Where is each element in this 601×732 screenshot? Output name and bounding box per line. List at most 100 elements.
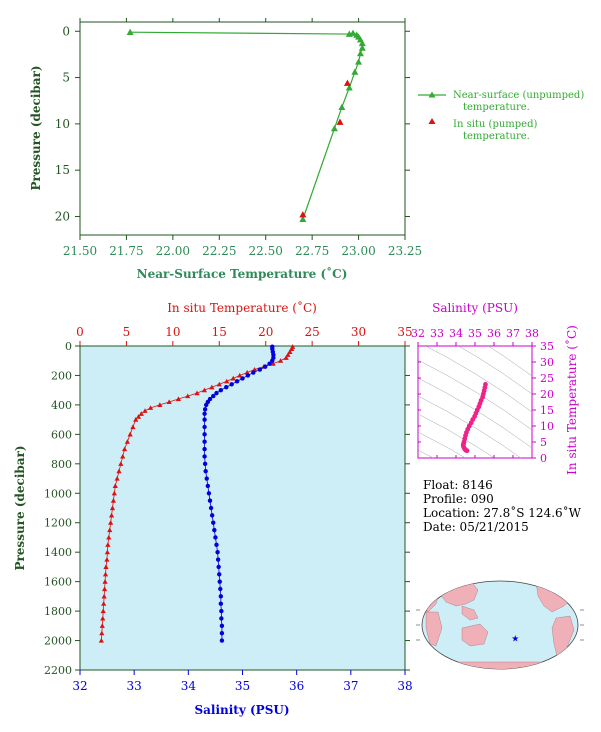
ts-x-tick-label: 36 — [487, 327, 501, 340]
salinity-point — [263, 364, 268, 369]
salinity-point — [267, 361, 272, 366]
temperature-point — [283, 355, 289, 360]
top-x-tick-label: 22.25 — [202, 244, 236, 258]
top-chart-frame — [79, 21, 406, 236]
salinity-point — [218, 586, 223, 592]
near-surface-point — [358, 39, 366, 47]
top-y-tick-label: 20 — [55, 209, 70, 223]
salinity-point — [240, 376, 245, 381]
temperature-point — [106, 534, 112, 540]
near-surface-point — [330, 125, 338, 132]
salinity-point — [211, 393, 216, 399]
ts-y-tick-label: 35 — [540, 340, 554, 353]
near-surface-point — [349, 29, 357, 36]
legend-green-marker — [428, 91, 436, 98]
ts-diagram-frame — [417, 345, 533, 459]
salinity-point — [202, 461, 208, 467]
pressure-tick-label: 800 — [51, 458, 72, 471]
salinity-point — [207, 498, 213, 503]
pressure-tick-label: 2200 — [44, 664, 72, 677]
ts-x-tick-label: 37 — [506, 327, 520, 340]
salinity-point — [213, 535, 218, 540]
near-surface-point — [351, 68, 359, 75]
temp-tick-label: 0 — [76, 325, 84, 339]
ts-y-tick-label: 30 — [540, 356, 554, 369]
top-chart-xlabel: Near-Surface Temperature (˚C) — [137, 266, 348, 281]
temperature-point — [201, 387, 208, 393]
temp-tick-label: 35 — [397, 325, 412, 339]
top-y-tick-label: 5 — [62, 71, 70, 85]
legend-red-label: In situ (pumped) — [453, 119, 537, 130]
salinity-point — [224, 385, 229, 390]
temperature-point — [287, 349, 293, 354]
float-number: Float: 8146 — [423, 478, 493, 492]
salinity-point — [202, 446, 207, 452]
temperature-point — [110, 498, 117, 503]
temperature-point — [99, 630, 105, 636]
temperature-point — [100, 615, 106, 621]
salinity-point — [217, 572, 222, 577]
salinity-point — [202, 407, 208, 412]
temperature-point — [120, 453, 126, 459]
near-surface-point — [358, 44, 366, 51]
salinity-point — [209, 513, 215, 518]
profile-ylabel: Pressure (decibar) — [13, 445, 27, 570]
ts-y-tick-label: 0 — [540, 452, 547, 465]
temperature-point — [102, 579, 108, 584]
map-land-australia — [461, 623, 489, 647]
salinity-point — [214, 390, 219, 396]
temperature-point — [194, 390, 200, 396]
temperature-point — [166, 399, 172, 405]
temperature-point — [99, 623, 105, 628]
temp-tick-label: 20 — [258, 325, 273, 339]
salinity-point — [218, 594, 224, 599]
temperature-point — [135, 414, 142, 419]
temperature-point — [237, 372, 243, 378]
salinity-point — [202, 432, 207, 437]
top-x-tick-label: 23.25 — [388, 244, 422, 258]
temperature-point — [147, 405, 154, 410]
legend-red-marker — [428, 118, 436, 124]
legend-green-label: Near-surface (unpumped) — [453, 90, 584, 101]
sal-tick-label: 32 — [72, 679, 87, 693]
pressure-tick-label: 0 — [65, 340, 72, 353]
temperature-point — [157, 402, 163, 407]
sal-tick-label: 35 — [235, 679, 250, 693]
ts-y-tick-label: 20 — [540, 388, 554, 401]
near-surface-point — [126, 28, 134, 35]
float-info: Float: 8146 Profile: 090 Location: 27.8˚… — [423, 478, 582, 534]
temp-tick-label: 15 — [212, 325, 227, 339]
density-contour — [425, 346, 532, 413]
salinity-point — [215, 549, 220, 555]
near-surface-point — [355, 58, 363, 65]
salinity-point — [208, 505, 214, 511]
top-y-tick-label: 0 — [62, 24, 70, 38]
temperature-point — [285, 352, 291, 357]
sal-tick-label: 36 — [289, 679, 304, 693]
salinity-point — [218, 387, 224, 393]
ts-ylabel: In situ Temperature (˚C) — [564, 325, 579, 475]
salinity-point — [219, 608, 224, 614]
temperature-point — [230, 375, 236, 381]
temperature-point — [101, 593, 107, 599]
density-contour — [418, 359, 532, 431]
in-situ-point — [343, 79, 351, 86]
temperature-point — [175, 396, 182, 402]
temperature-point — [108, 520, 114, 525]
near-surface-point — [338, 103, 346, 110]
temperature-point — [133, 417, 139, 422]
temp-tick-label: 10 — [165, 325, 180, 339]
temp-tick-label: 30 — [351, 325, 366, 339]
temperature-point — [185, 393, 191, 399]
salinity-point — [206, 491, 212, 496]
pressure-tick-label: 600 — [51, 428, 72, 441]
temperature-point — [116, 468, 122, 474]
top-x-tick-label: 22.00 — [156, 244, 190, 258]
temperature-point — [127, 431, 133, 437]
legend-red-label-line2: temperature. — [463, 131, 530, 142]
temperature-point — [101, 601, 107, 606]
pressure-tick-label: 1800 — [44, 605, 72, 618]
temperature-point — [98, 637, 104, 643]
temperature-point — [104, 549, 110, 555]
